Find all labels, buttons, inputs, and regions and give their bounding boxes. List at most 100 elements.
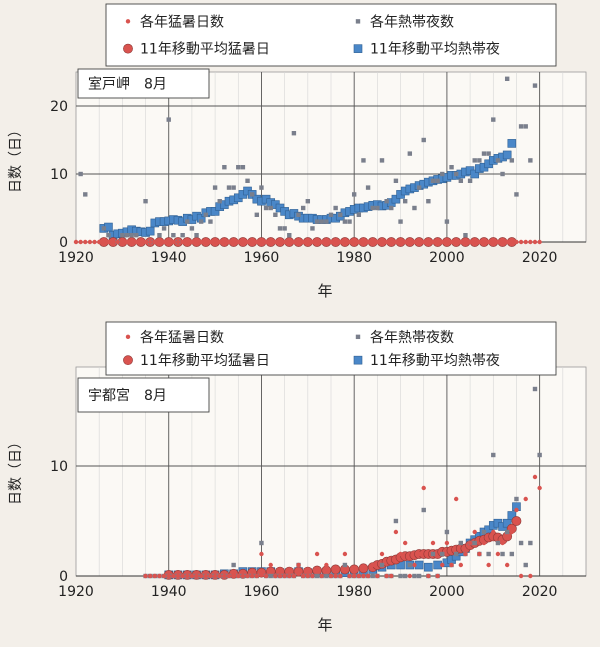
data-point xyxy=(194,239,199,245)
data-point xyxy=(208,573,213,579)
data-point xyxy=(416,185,422,190)
y-tick-label: 10 xyxy=(50,459,68,475)
data-point xyxy=(124,239,130,245)
data-point xyxy=(152,573,158,579)
station-title: 宇都宮 8月 xyxy=(88,388,167,404)
data-point xyxy=(194,573,199,579)
data-point xyxy=(351,573,357,579)
data-point xyxy=(477,158,482,163)
data-point xyxy=(319,573,324,579)
data-point xyxy=(407,239,413,245)
data-point xyxy=(537,452,542,458)
data-point xyxy=(458,239,464,245)
data-point xyxy=(532,239,538,245)
data-point xyxy=(407,151,413,156)
legend-box xyxy=(105,321,557,376)
data-point xyxy=(347,219,352,224)
data-point xyxy=(166,239,171,245)
data-point xyxy=(161,239,167,245)
data-point xyxy=(245,239,250,245)
data-point xyxy=(532,386,538,392)
data-point xyxy=(458,178,464,183)
data-point xyxy=(198,573,204,579)
data-point xyxy=(347,573,352,579)
data-point xyxy=(249,239,255,245)
data-point xyxy=(349,564,360,575)
data-point xyxy=(189,239,195,245)
data-point xyxy=(300,573,306,579)
data-point xyxy=(370,573,375,579)
data-point xyxy=(500,540,505,546)
data-point xyxy=(351,239,357,245)
data-point xyxy=(370,205,375,211)
data-point xyxy=(300,205,306,211)
data-point xyxy=(481,540,487,546)
data-point xyxy=(231,562,236,568)
data-point xyxy=(477,551,482,557)
data-point xyxy=(198,239,204,245)
data-point xyxy=(296,212,301,217)
data-point xyxy=(412,573,417,579)
data-point xyxy=(502,150,512,160)
data-point xyxy=(518,124,524,129)
legend-item: 各年猛暑日数 xyxy=(125,14,224,30)
x-tick-label: 1960 xyxy=(244,250,280,266)
data-point xyxy=(361,158,366,163)
data-point xyxy=(430,540,436,546)
data-point xyxy=(500,551,505,557)
data-point xyxy=(440,551,445,557)
data-point xyxy=(472,239,477,245)
data-point xyxy=(273,573,278,579)
data-point xyxy=(333,573,338,579)
data-point xyxy=(537,239,542,245)
data-point xyxy=(463,551,468,557)
data-point xyxy=(393,239,399,245)
data-point xyxy=(389,205,394,211)
data-point xyxy=(509,529,515,535)
data-point xyxy=(305,573,311,579)
legend-label: 各年熱帯夜数 xyxy=(370,14,454,30)
data-point xyxy=(421,239,426,245)
data-point xyxy=(370,239,375,245)
data-point xyxy=(217,239,222,245)
chart-panel-2: 1920 1940 1960 1980 2000 2020 0 10 年 日数（日） 宇都宮 8月 各… xyxy=(8,321,587,634)
data-point xyxy=(143,199,148,204)
data-point xyxy=(472,158,477,163)
data-point xyxy=(365,239,371,245)
data-point xyxy=(500,239,505,245)
x-tick-label: 1940 xyxy=(151,250,187,266)
x-axis-label: 年 xyxy=(317,616,332,634)
data-point xyxy=(361,573,366,579)
data-point xyxy=(217,573,222,579)
data-point xyxy=(356,239,362,245)
x-tick-label: 1920 xyxy=(58,250,94,266)
data-point xyxy=(514,239,519,245)
data-point xyxy=(523,239,528,245)
data-point xyxy=(282,573,287,579)
data-point xyxy=(532,83,538,88)
data-point xyxy=(481,239,487,245)
data-point xyxy=(430,239,436,245)
data-point xyxy=(449,562,454,568)
data-point xyxy=(504,562,510,568)
legend-label: 11年移動平均熱帯夜 xyxy=(370,42,500,58)
data-point xyxy=(328,573,334,579)
data-point xyxy=(472,529,477,535)
data-point xyxy=(236,573,241,579)
data-point xyxy=(379,239,385,245)
data-point xyxy=(504,76,510,81)
data-point xyxy=(203,212,209,217)
data-point xyxy=(402,239,408,245)
data-point xyxy=(180,233,185,238)
data-point xyxy=(509,158,515,163)
data-point xyxy=(268,573,273,579)
data-point xyxy=(491,239,496,245)
data-point xyxy=(440,239,445,245)
data-point xyxy=(444,219,450,224)
data-point xyxy=(491,117,496,122)
data-point xyxy=(231,185,236,190)
data-point xyxy=(291,239,297,245)
data-point xyxy=(365,573,371,579)
x-tick-label: 2020 xyxy=(522,250,558,266)
data-point xyxy=(532,474,538,480)
